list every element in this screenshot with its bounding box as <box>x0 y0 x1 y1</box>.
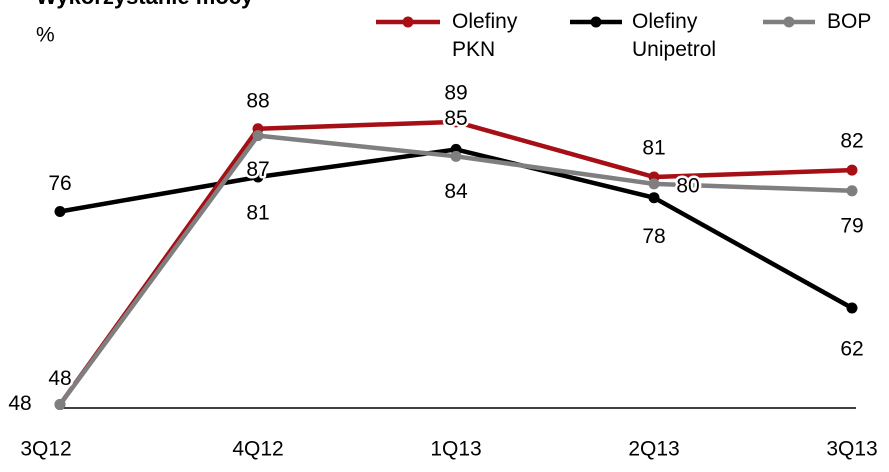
x-tick-label: 3Q12 <box>20 438 71 461</box>
legend-marker <box>590 16 602 28</box>
data-label: 81 <box>246 202 269 225</box>
data-label: 48 <box>48 367 71 390</box>
data-label: 48 <box>8 392 31 415</box>
point <box>846 302 858 314</box>
point <box>846 185 858 197</box>
data-label: 89 <box>444 81 467 104</box>
data-label: 81 <box>642 137 665 160</box>
data-label: 87 <box>246 158 269 181</box>
legend-label: BOP <box>827 10 872 33</box>
point <box>846 164 858 176</box>
data-label: 80 <box>676 174 699 197</box>
data-label: 76 <box>48 172 71 195</box>
data-label: 78 <box>642 225 665 248</box>
point <box>54 399 66 411</box>
legend-label: Olefiny PKN <box>452 10 518 61</box>
legend-marker <box>402 16 414 28</box>
data-label: 85 <box>444 107 467 130</box>
point <box>54 205 66 217</box>
x-tick-label: 4Q12 <box>232 438 283 461</box>
series-line <box>58 119 853 406</box>
x-tick-label: 3Q13 <box>826 438 877 461</box>
y-unit: % <box>36 24 55 47</box>
point <box>450 150 462 162</box>
point <box>648 178 660 190</box>
chart-title: Wykorzystanie mocy <box>36 0 254 9</box>
legend-label: Olefiny Unipetrol <box>632 10 717 61</box>
point <box>648 192 660 204</box>
legend-marker <box>783 16 795 28</box>
data-label: 84 <box>444 180 468 203</box>
data-label: 88 <box>246 89 269 112</box>
data-label: 79 <box>840 214 863 237</box>
point <box>252 130 264 142</box>
point <box>252 171 264 183</box>
data-label: 82 <box>840 130 863 153</box>
point <box>450 116 462 128</box>
x-tick-label: 1Q13 <box>430 438 481 461</box>
x-tick-label: 2Q13 <box>628 438 679 461</box>
data-label: 62 <box>840 338 863 361</box>
